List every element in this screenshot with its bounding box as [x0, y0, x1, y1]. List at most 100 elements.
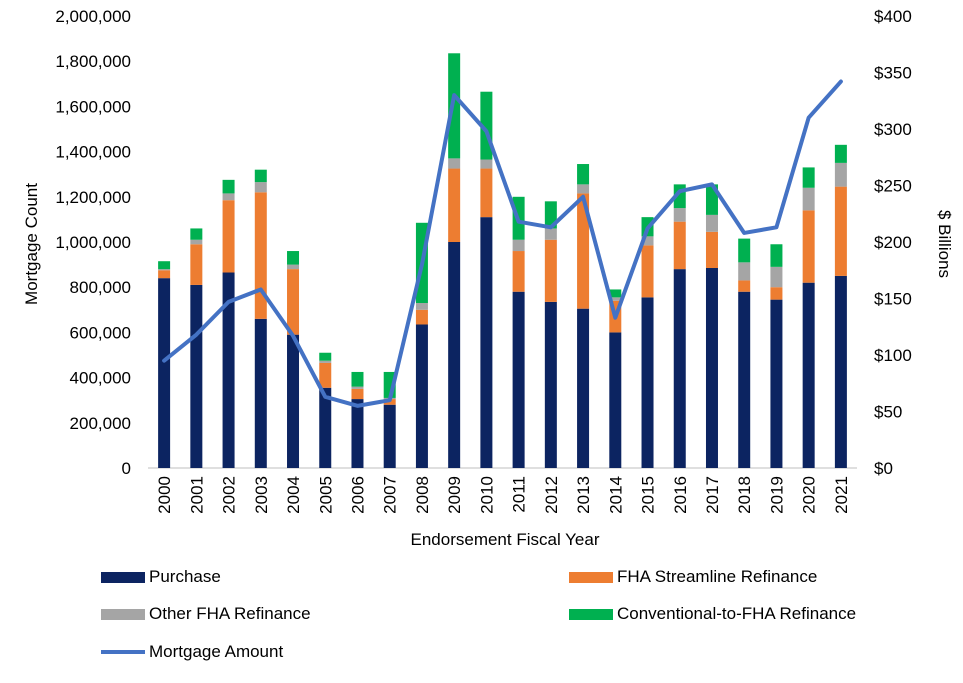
y2-tick-label: $200: [874, 233, 912, 252]
bar-purchase-2005: [319, 387, 332, 468]
mortgage-amount-point: [808, 117, 810, 119]
mortgage-amount-line: [162, 79, 843, 408]
bar-other-fha-refinance-2004: [287, 264, 300, 270]
mortgage-amount-point: [292, 335, 294, 337]
x-tick-label: 2002: [220, 476, 239, 514]
y2-axis-label: $ Billions: [935, 210, 954, 278]
bar-conventional-to-fha-refinance-2021: [834, 144, 847, 163]
bar-purchase-2009: [448, 242, 461, 468]
bar-fha-streamline-refinance-2004: [287, 269, 300, 335]
x-tick-label: 2013: [574, 476, 593, 514]
x-tick-label: 2021: [832, 476, 851, 514]
bar-conventional-to-fha-refinance-2013: [577, 164, 590, 185]
y2-tick-label: $50: [874, 403, 902, 422]
bar-purchase-2011: [512, 291, 525, 468]
y-tick-label: 1,600,000: [55, 97, 131, 116]
bar-other-fha-refinance-2013: [577, 184, 590, 194]
bar-fha-streamline-refinance-2001: [190, 244, 203, 285]
bar-fha-streamline-refinance-2006: [351, 388, 364, 400]
y-tick-label: 400,000: [70, 369, 131, 388]
bar-conventional-to-fha-refinance-2018: [738, 238, 751, 263]
x-axis-label: Endorsement Fiscal Year: [411, 530, 600, 549]
bar-purchase-2016: [673, 269, 686, 468]
bar-conventional-to-fha-refinance-2005: [319, 352, 332, 361]
mortgage-amount-point: [485, 130, 487, 132]
mortgage-amount-point: [163, 360, 165, 362]
bar-other-fha-refinance-2005: [319, 360, 332, 363]
x-tick-label: 2000: [155, 476, 174, 514]
bar-other-fha-refinance-2001: [190, 239, 203, 245]
y-tick-label: 800,000: [70, 278, 131, 297]
x-tick-label: 2018: [735, 476, 754, 514]
x-tick-label: 2008: [413, 476, 432, 514]
bar-purchase-2000: [158, 278, 171, 468]
y2-tick-label: $0: [874, 459, 893, 478]
y-tick-label: 0: [122, 459, 131, 478]
mortgage-amount-point: [518, 221, 520, 223]
bar-purchase-2019: [770, 299, 783, 468]
mortgage-amount-point: [840, 81, 842, 83]
bar-other-fha-refinance-2021: [834, 162, 847, 187]
bar-fha-streamline-refinance-2002: [222, 200, 235, 273]
x-tick-label: 2003: [252, 476, 271, 514]
bar-fha-streamline-refinance-2003: [254, 192, 267, 319]
x-tick-label: 2005: [316, 476, 335, 514]
bar-purchase-2020: [802, 282, 815, 468]
bar-fha-streamline-refinance-2009: [448, 168, 461, 242]
bar-conventional-to-fha-refinance-2000: [158, 261, 171, 270]
mortgage-amount-point: [260, 288, 262, 290]
bar-conventional-to-fha-refinance-2001: [190, 228, 203, 240]
bar-purchase-2014: [609, 332, 622, 468]
x-tick-label: 2011: [510, 476, 529, 513]
bar-other-fha-refinance-2000: [158, 269, 171, 271]
mortgage-amount-point: [711, 183, 713, 185]
y2-tick-label: $150: [874, 290, 912, 309]
line-layer: [162, 79, 843, 408]
bar-other-fha-refinance-2020: [802, 187, 815, 211]
x-tick-label: 2004: [284, 476, 303, 514]
mortgage-amount-point: [582, 196, 584, 198]
mortgage-amount-point: [647, 227, 649, 229]
bar-fha-streamline-refinance-2013: [577, 193, 590, 309]
bar-purchase-2004: [287, 334, 300, 468]
x-tick-label: 2017: [703, 476, 722, 514]
bar-other-fha-refinance-2014: [609, 297, 622, 301]
y-tick-label: 600,000: [70, 323, 131, 342]
mortgage-amount-point: [324, 396, 326, 398]
x-tick-label: 2009: [445, 476, 464, 514]
bar-purchase-2021: [834, 275, 847, 468]
bar-other-fha-refinance-2016: [673, 208, 686, 222]
y-tick-label: 1,400,000: [55, 143, 131, 162]
bar-fha-streamline-refinance-2011: [512, 251, 525, 292]
bar-purchase-2018: [738, 291, 751, 468]
mortgage-amount-point: [679, 190, 681, 192]
bar-other-fha-refinance-2018: [738, 262, 751, 281]
bar-other-fha-refinance-2003: [254, 182, 267, 193]
bar-other-fha-refinance-2011: [512, 239, 525, 252]
x-tick-label: 2015: [639, 476, 658, 514]
bar-fha-streamline-refinance-2017: [705, 231, 718, 268]
bar-other-fha-refinance-2012: [544, 228, 557, 240]
bar-fha-streamline-refinance-2005: [319, 362, 332, 388]
bar-fha-streamline-refinance-2008: [415, 309, 428, 325]
bar-other-fha-refinance-2008: [415, 303, 428, 310]
bar-purchase-2013: [577, 308, 590, 468]
x-tick-label: 2010: [477, 476, 496, 514]
x-tick-label: 2019: [767, 476, 786, 514]
y-tick-label: 2,000,000: [55, 7, 131, 26]
mortgage-amount-point: [421, 264, 423, 266]
y-tick-label: 1,000,000: [55, 233, 131, 252]
bar-fha-streamline-refinance-2016: [673, 221, 686, 270]
bar-purchase-2015: [641, 297, 654, 468]
bar-purchase-2008: [415, 324, 428, 468]
x-tick-label: 2007: [381, 476, 400, 514]
bar-other-fha-refinance-2015: [641, 236, 654, 246]
bar-other-fha-refinance-2010: [480, 159, 493, 169]
y2-tick-label: $250: [874, 177, 912, 196]
bar-fha-streamline-refinance-2010: [480, 168, 493, 218]
y2-tick-label: $350: [874, 64, 912, 83]
mortgage-amount-point: [356, 405, 358, 407]
bar-other-fha-refinance-2009: [448, 158, 461, 169]
y-axis-label: Mortgage Count: [22, 183, 41, 305]
